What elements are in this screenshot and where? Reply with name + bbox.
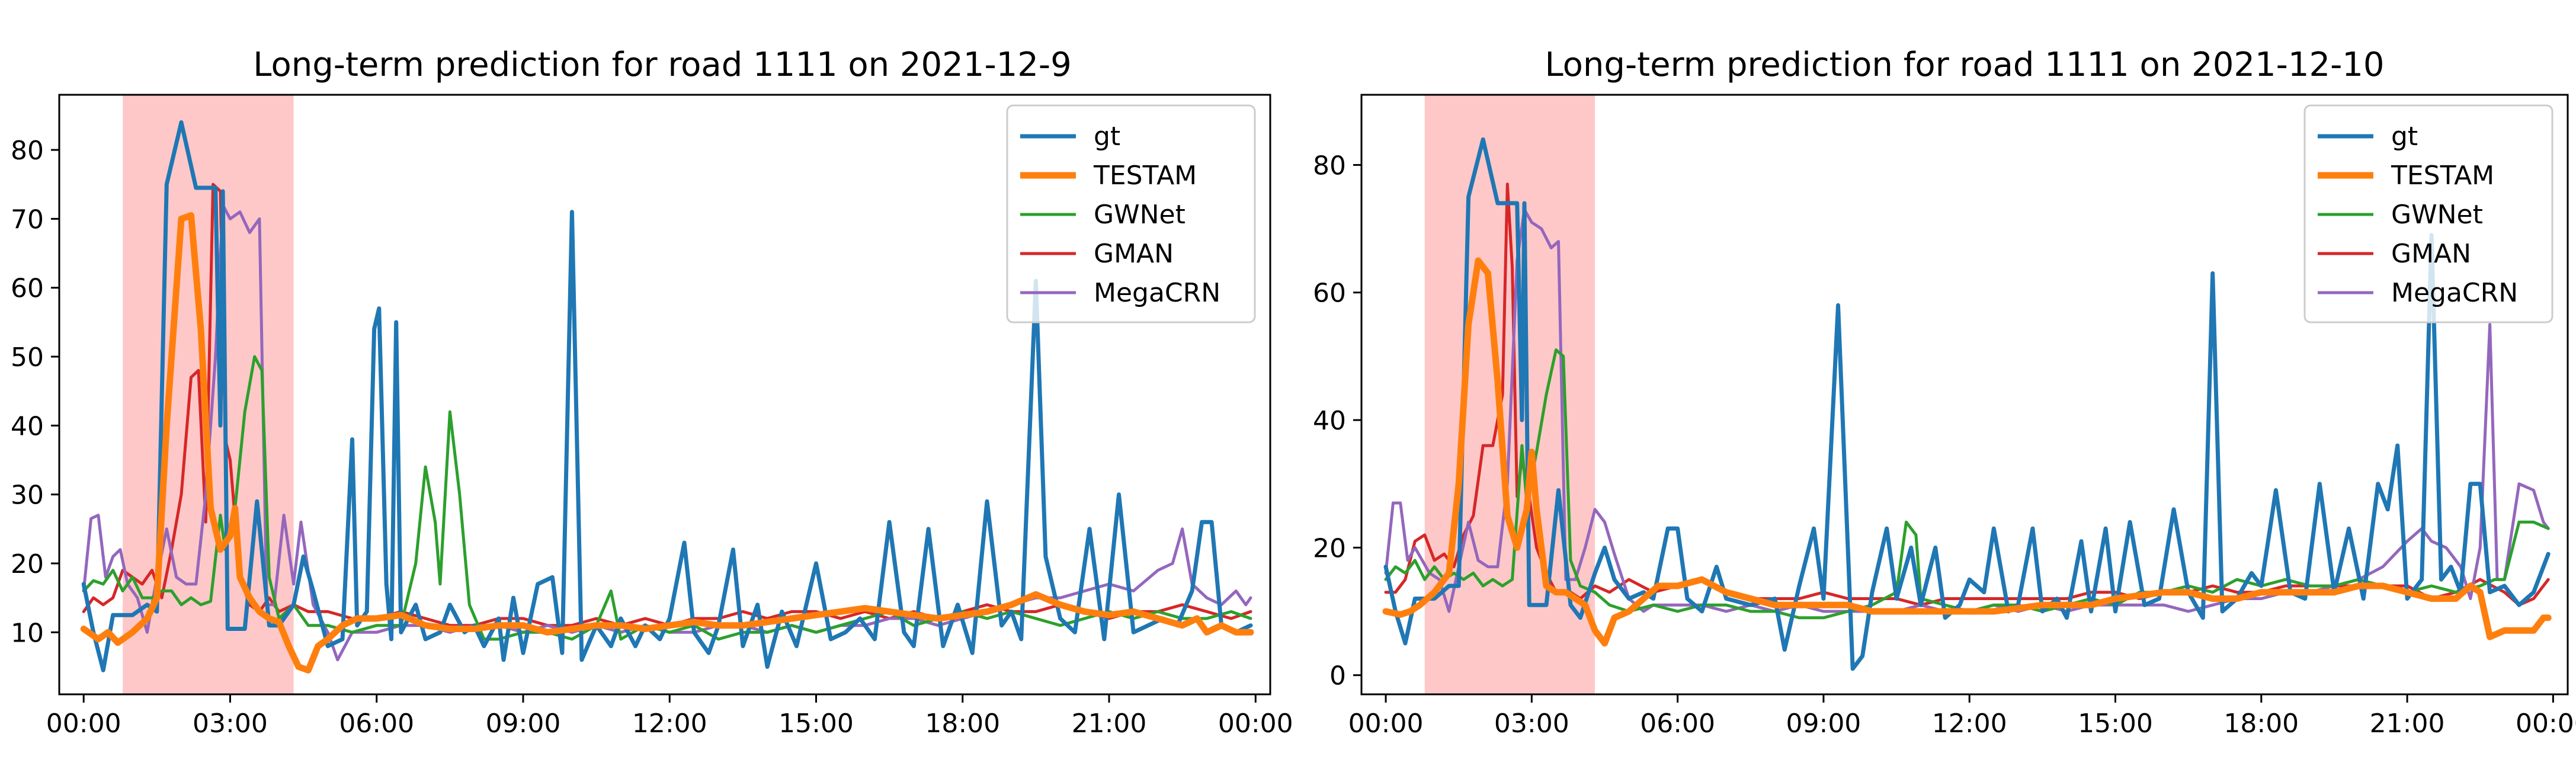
legend-label-gt: gt: [2391, 121, 2418, 152]
axes-frame-2: [1360, 94, 2569, 696]
x-tick-label: 09:00: [486, 709, 561, 739]
chart-panel-1: Long-term prediction for road 1111 on 20…: [11, 46, 1293, 739]
legend-label-gman: GMAN: [2391, 239, 2471, 269]
series-line-testam: [80, 212, 1254, 674]
x-tick-label: 12:00: [632, 709, 707, 739]
y-tick-label: 80: [11, 136, 44, 166]
series-layer-1: [80, 120, 1254, 674]
x-tick-label: 00:00: [1348, 709, 1424, 739]
y-tick-label: 70: [11, 204, 44, 235]
y-tick-label: 30: [11, 480, 44, 511]
x-tick-label: 18:00: [925, 709, 1000, 739]
legend-label-megacrn: MegaCRN: [1094, 278, 1220, 308]
x-tick-label: 15:00: [778, 709, 854, 739]
series-line-gt: [81, 120, 1253, 672]
legend-label-testam: TESTAM: [1093, 161, 1197, 191]
legend-label-gman: GMAN: [1094, 239, 1174, 269]
chart-title-2: Long-term prediction for road 1111 on 20…: [1545, 46, 2384, 84]
series-layer-2: [1382, 137, 2552, 671]
axes-frame-1: [58, 94, 1271, 696]
y-tick-label: 60: [11, 274, 44, 304]
y-tick-label: 40: [11, 411, 44, 441]
axes-border: [1360, 94, 2569, 696]
legend-1: gt TESTAM GWNet GMAN MegaCRN: [1006, 104, 1256, 323]
x-tick-label: 15:00: [2078, 709, 2153, 739]
x-tick-label: 03:00: [1494, 709, 1569, 739]
legend-box: [1006, 104, 1256, 323]
x-tick-label: 03:00: [193, 709, 268, 739]
x-tick-label: 06:00: [339, 709, 414, 739]
series-line-testam: [1382, 257, 2552, 647]
x-tick-label: 21:00: [2370, 709, 2445, 739]
legend-2: gt TESTAM GWNet GMAN MegaCRN: [2303, 104, 2553, 323]
x-tick-label: 09:00: [1786, 709, 1861, 739]
series-line-gt: [1383, 137, 2551, 671]
series-line-megacrn: [1384, 208, 2550, 613]
y-tick-label: 50: [11, 342, 44, 373]
y-tick-label: 20: [1313, 533, 1346, 563]
x-tick-label: 00:00: [46, 709, 121, 739]
series-line-gwnet: [82, 355, 1252, 641]
axis-ticks-1: 00:00 03:00 06:00 09:00 12:00 15:00 18:00 21:00…: [11, 136, 1293, 739]
y-tick-label: 80: [1313, 150, 1346, 181]
chart-panel-2: Long-term prediction for road 1111 on 20…: [1313, 46, 2576, 739]
y-tick-label: 10: [11, 618, 44, 648]
x-tick-label: 00:00: [2516, 709, 2576, 739]
legend-label-megacrn: MegaCRN: [2391, 278, 2518, 308]
y-tick-label: 0: [1329, 661, 1346, 691]
x-tick-label: 00:00: [1218, 709, 1293, 739]
x-tick-label: 18:00: [2223, 709, 2299, 739]
legend-label-gwnet: GWNet: [1094, 200, 1186, 230]
legend-label-gt: gt: [1094, 121, 1120, 152]
legend-label-testam: TESTAM: [2391, 161, 2494, 191]
y-tick-label: 40: [1313, 406, 1346, 436]
y-tick-label: 20: [11, 549, 44, 579]
legend-label-gwnet: GWNet: [2391, 200, 2483, 230]
axes-border: [58, 94, 1271, 696]
axis-ticks-2: 00:00 03:00 06:00 09:00 12:00 15:00 18:00 21:00…: [1313, 150, 2576, 739]
x-tick-label: 12:00: [1932, 709, 2007, 739]
y-tick-label: 60: [1313, 278, 1346, 309]
x-tick-label: 06:00: [1640, 709, 1715, 739]
x-tick-label: 21:00: [1072, 709, 1147, 739]
legend-box: [2303, 104, 2553, 323]
chart-title-1: Long-term prediction for road 1111 on 20…: [253, 46, 1072, 84]
